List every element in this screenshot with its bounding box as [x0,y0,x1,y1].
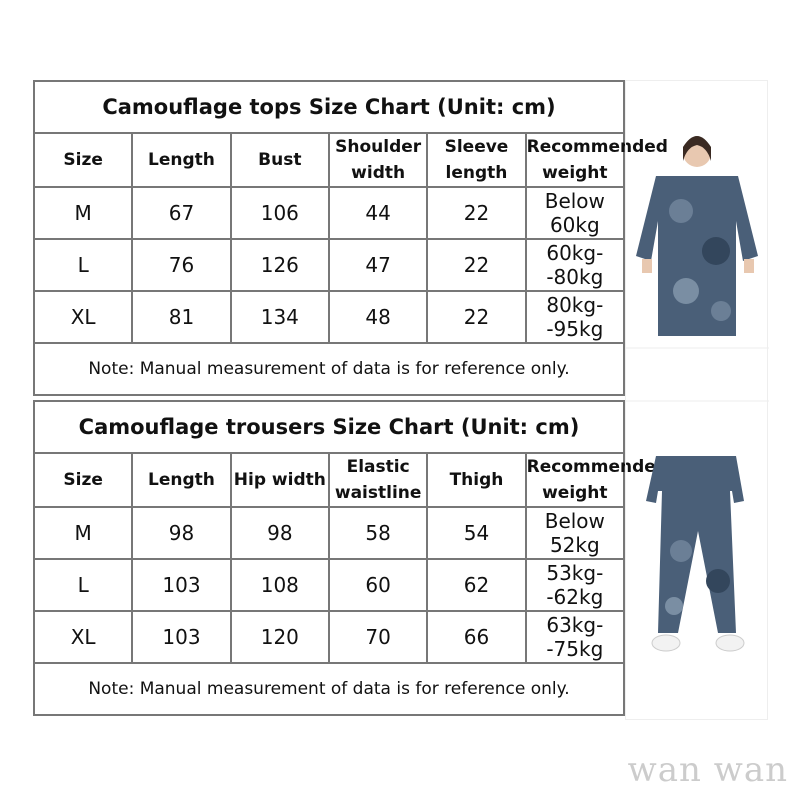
table-row: M 98 98 58 54 Below 52kg [32,506,626,560]
cell: 22 [426,238,527,292]
trousers-title: Camouflage trousers Size Chart (Unit: cm… [33,400,625,454]
cell: XL [32,610,134,664]
tops-title: Camouflage tops Size Chart (Unit: cm) [33,80,625,134]
cell: 70 [327,610,429,664]
cell: 62 [426,558,527,612]
cell: 54 [426,506,527,560]
cell: 47 [327,238,429,292]
cell: 98 [229,506,330,560]
cell: 63kg--75kg [524,610,626,664]
cell: M [32,506,134,560]
cell: 60kg--80kg [524,238,626,292]
cell: 22 [426,290,527,344]
cell: 126 [229,238,330,292]
cell: 76 [131,238,232,292]
trousers-note: Note: Manual measurement of data is for … [33,662,625,716]
cell: Below 52kg [524,506,626,560]
cell: 103 [131,558,232,612]
top-model-photo [636,136,758,336]
tops-note: Note: Manual measurement of data is for … [33,342,625,396]
trousers-header-row: Size Length Hip width Elastic waistline … [32,452,668,508]
header-cell: Bust [229,132,330,188]
cell: 81 [131,290,232,344]
tops-header-row: Size Length Bust Shoulder width Sleeve l… [32,132,668,188]
cell: 53kg--62kg [524,558,626,612]
trousers-model-photo [646,456,745,652]
cell: 120 [229,610,330,664]
header-cell: Recommended weight [524,452,668,508]
cell: 66 [426,610,527,664]
table-row: M 67 106 44 22 Below 60kg [32,186,626,240]
model-photos [626,136,769,652]
header-cell: Size [32,452,134,508]
header-cell: Length [131,132,232,188]
cell: XL [32,290,134,344]
cell: 80kg--95kg [524,290,626,344]
cell: 103 [131,610,232,664]
cell: L [32,558,134,612]
cell: 22 [426,186,527,240]
header-cell: Recommended weight [524,132,668,188]
table-row: XL 103 120 70 66 63kg--75kg [32,610,626,664]
table-row: L 103 108 60 62 53kg--62kg [32,558,626,612]
watermark: wan wan [627,750,788,790]
header-cell: Length [131,452,232,508]
header-cell: Thigh [426,452,527,508]
table-row: L 76 126 47 22 60kg--80kg [32,238,626,292]
cell: 106 [229,186,330,240]
cell: 134 [229,290,330,344]
header-cell: Shoulder width [327,132,429,188]
photo-column [625,80,769,720]
cell: 108 [229,558,330,612]
header-cell: Hip width [229,452,330,508]
header-cell: Size [32,132,134,188]
tops-size-table: Camouflage tops Size Chart (Unit: cm) Si… [32,80,668,396]
header-cell: Sleeve length [426,132,527,188]
cell: M [32,186,134,240]
trousers-size-table: Camouflage trousers Size Chart (Unit: cm… [32,400,668,716]
cell: 58 [327,506,429,560]
cell: 98 [131,506,232,560]
cell: 44 [327,186,429,240]
table-row: XL 81 134 48 22 80kg--95kg [32,290,626,344]
cell: 60 [327,558,429,612]
cell: 48 [327,290,429,344]
header-cell: Elastic waistline [327,452,429,508]
cell: L [32,238,134,292]
cell: 67 [131,186,232,240]
cell: Below 60kg [524,186,626,240]
